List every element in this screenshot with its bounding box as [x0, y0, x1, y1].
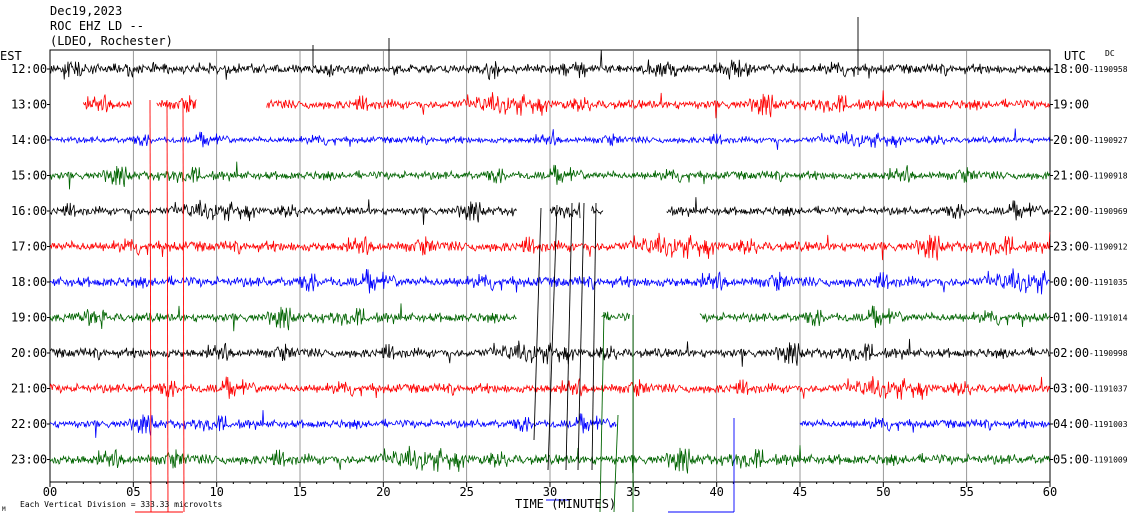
- x-axis: 00 05 10 15 20 25 30 35 40 45 50 55 60: [43, 482, 1057, 499]
- dc-offset-label: -1191009: [1089, 456, 1128, 465]
- est-hour-label: 17:00: [11, 240, 47, 254]
- est-label: EST: [0, 49, 22, 63]
- x-tick-label: 30: [543, 485, 557, 499]
- utc-hour-label: 22:00: [1053, 204, 1089, 218]
- spike-line: [533, 207, 542, 441]
- trace-1300-segment: [82, 94, 132, 113]
- x-tick-label: 55: [959, 485, 973, 499]
- est-hour-label: 22:00: [11, 417, 47, 431]
- trace-1200-segment: [49, 50, 1051, 81]
- utc-hour-label: 01:00: [1053, 311, 1089, 325]
- trace-1900-segment: [601, 311, 630, 322]
- utc-hour-label: 03:00: [1053, 382, 1089, 396]
- trace-2200-segment: [799, 417, 1051, 433]
- est-hour-label: 23:00: [11, 453, 47, 467]
- est-hour-label: 14:00: [11, 133, 47, 147]
- x-tick-label: 40: [709, 485, 723, 499]
- spike-line: [613, 414, 619, 513]
- x-tick-label: 10: [209, 485, 223, 499]
- x-axis-title: TIME (MINUTES): [515, 497, 616, 511]
- footer-scale-note: Each Vertical Division = 333.33 microvol…: [20, 500, 222, 509]
- utc-hour-label: 18:00: [1053, 62, 1089, 76]
- est-hour-label: 16:00: [11, 204, 47, 218]
- dc-offset-label: -1191037: [1089, 385, 1128, 394]
- trace-1600-segment: [49, 199, 517, 225]
- header-network: (LDEO, Rochester): [50, 34, 173, 48]
- trace-1600-segment: [666, 197, 1051, 221]
- est-hour-label: 18:00: [11, 275, 47, 289]
- utc-hour-label: 20:00: [1053, 133, 1089, 147]
- dc-label: DC: [1105, 49, 1115, 58]
- x-tick-label: 25: [459, 485, 473, 499]
- est-hour-label: 21:00: [11, 382, 47, 396]
- dc-offset-label: -1190958: [1089, 65, 1128, 74]
- trace-1300-segment: [266, 90, 1051, 119]
- trace-1700-segment: [49, 232, 1051, 261]
- trace-1400-segment: [49, 128, 1051, 150]
- trace-1300-segment: [156, 95, 197, 113]
- spike-line: [577, 202, 585, 471]
- utc-hour-label: 05:00: [1053, 453, 1089, 467]
- utc-hour-label: 21:00: [1053, 169, 1089, 183]
- trace-2300-segment: [49, 445, 1051, 474]
- x-tick-label: 60: [1043, 485, 1057, 499]
- x-tick-label: 05: [126, 485, 140, 499]
- dc-offset-label: -1190912: [1089, 243, 1128, 252]
- spike-line: [599, 311, 605, 513]
- x-tick-label: 15: [293, 485, 307, 499]
- utc-hour-label: 19:00: [1053, 98, 1089, 112]
- est-hour-label: 20:00: [11, 346, 47, 360]
- trace-spikes: [135, 17, 859, 513]
- trace-1900-segment: [49, 303, 517, 332]
- est-hour-label: 15:00: [11, 169, 47, 183]
- x-tick-label: 20: [376, 485, 390, 499]
- x-tick-label: 50: [876, 485, 890, 499]
- footer-mark: M: [2, 506, 6, 513]
- utc-label: UTC: [1064, 49, 1086, 63]
- est-hour-label: 19:00: [11, 311, 47, 325]
- utc-hour-label: 00:00: [1053, 275, 1089, 289]
- utc-hour-label: 02:00: [1053, 346, 1089, 360]
- est-hour-label: 13:00: [11, 98, 47, 112]
- dc-offset-label: -1191014: [1089, 314, 1128, 323]
- est-hour-label: 12:00: [11, 62, 47, 76]
- trace-1500-segment: [49, 161, 1051, 190]
- spike-line: [182, 99, 185, 513]
- trace-1600-segment: [549, 202, 581, 219]
- x-tick-label: 45: [793, 485, 807, 499]
- spike-line: [547, 204, 558, 471]
- trace-1900-segment: [699, 305, 1050, 328]
- utc-hour-label: 23:00: [1053, 240, 1089, 254]
- spike-line: [591, 202, 597, 471]
- spike-line: [166, 99, 169, 513]
- spike-line: [565, 202, 573, 471]
- dc-offset-label: -1190969: [1089, 207, 1128, 216]
- trace-2000-segment: [49, 338, 1051, 367]
- traces: [49, 50, 1051, 474]
- header-date: Dec19,2023: [50, 4, 122, 18]
- trace-1800-segment: [49, 268, 1051, 295]
- dc-offset-label: -1191035: [1089, 278, 1128, 287]
- dc-offset-label: -1191003: [1089, 420, 1128, 429]
- utc-hour-label: 04:00: [1053, 417, 1089, 431]
- trace-2200-segment: [49, 410, 617, 438]
- dc-offset-label: -1190927: [1089, 136, 1128, 145]
- trace-1600-segment: [591, 205, 604, 215]
- dc-offset-label: -1190918: [1089, 172, 1128, 181]
- header-station: ROC EHZ LD --: [50, 19, 144, 33]
- x-tick-label: 00: [43, 485, 57, 499]
- dc-offset-label: -1190998: [1089, 349, 1128, 358]
- grid-lines: [132, 50, 968, 482]
- spike-line: [149, 99, 152, 513]
- trace-2100-segment: [49, 376, 1051, 400]
